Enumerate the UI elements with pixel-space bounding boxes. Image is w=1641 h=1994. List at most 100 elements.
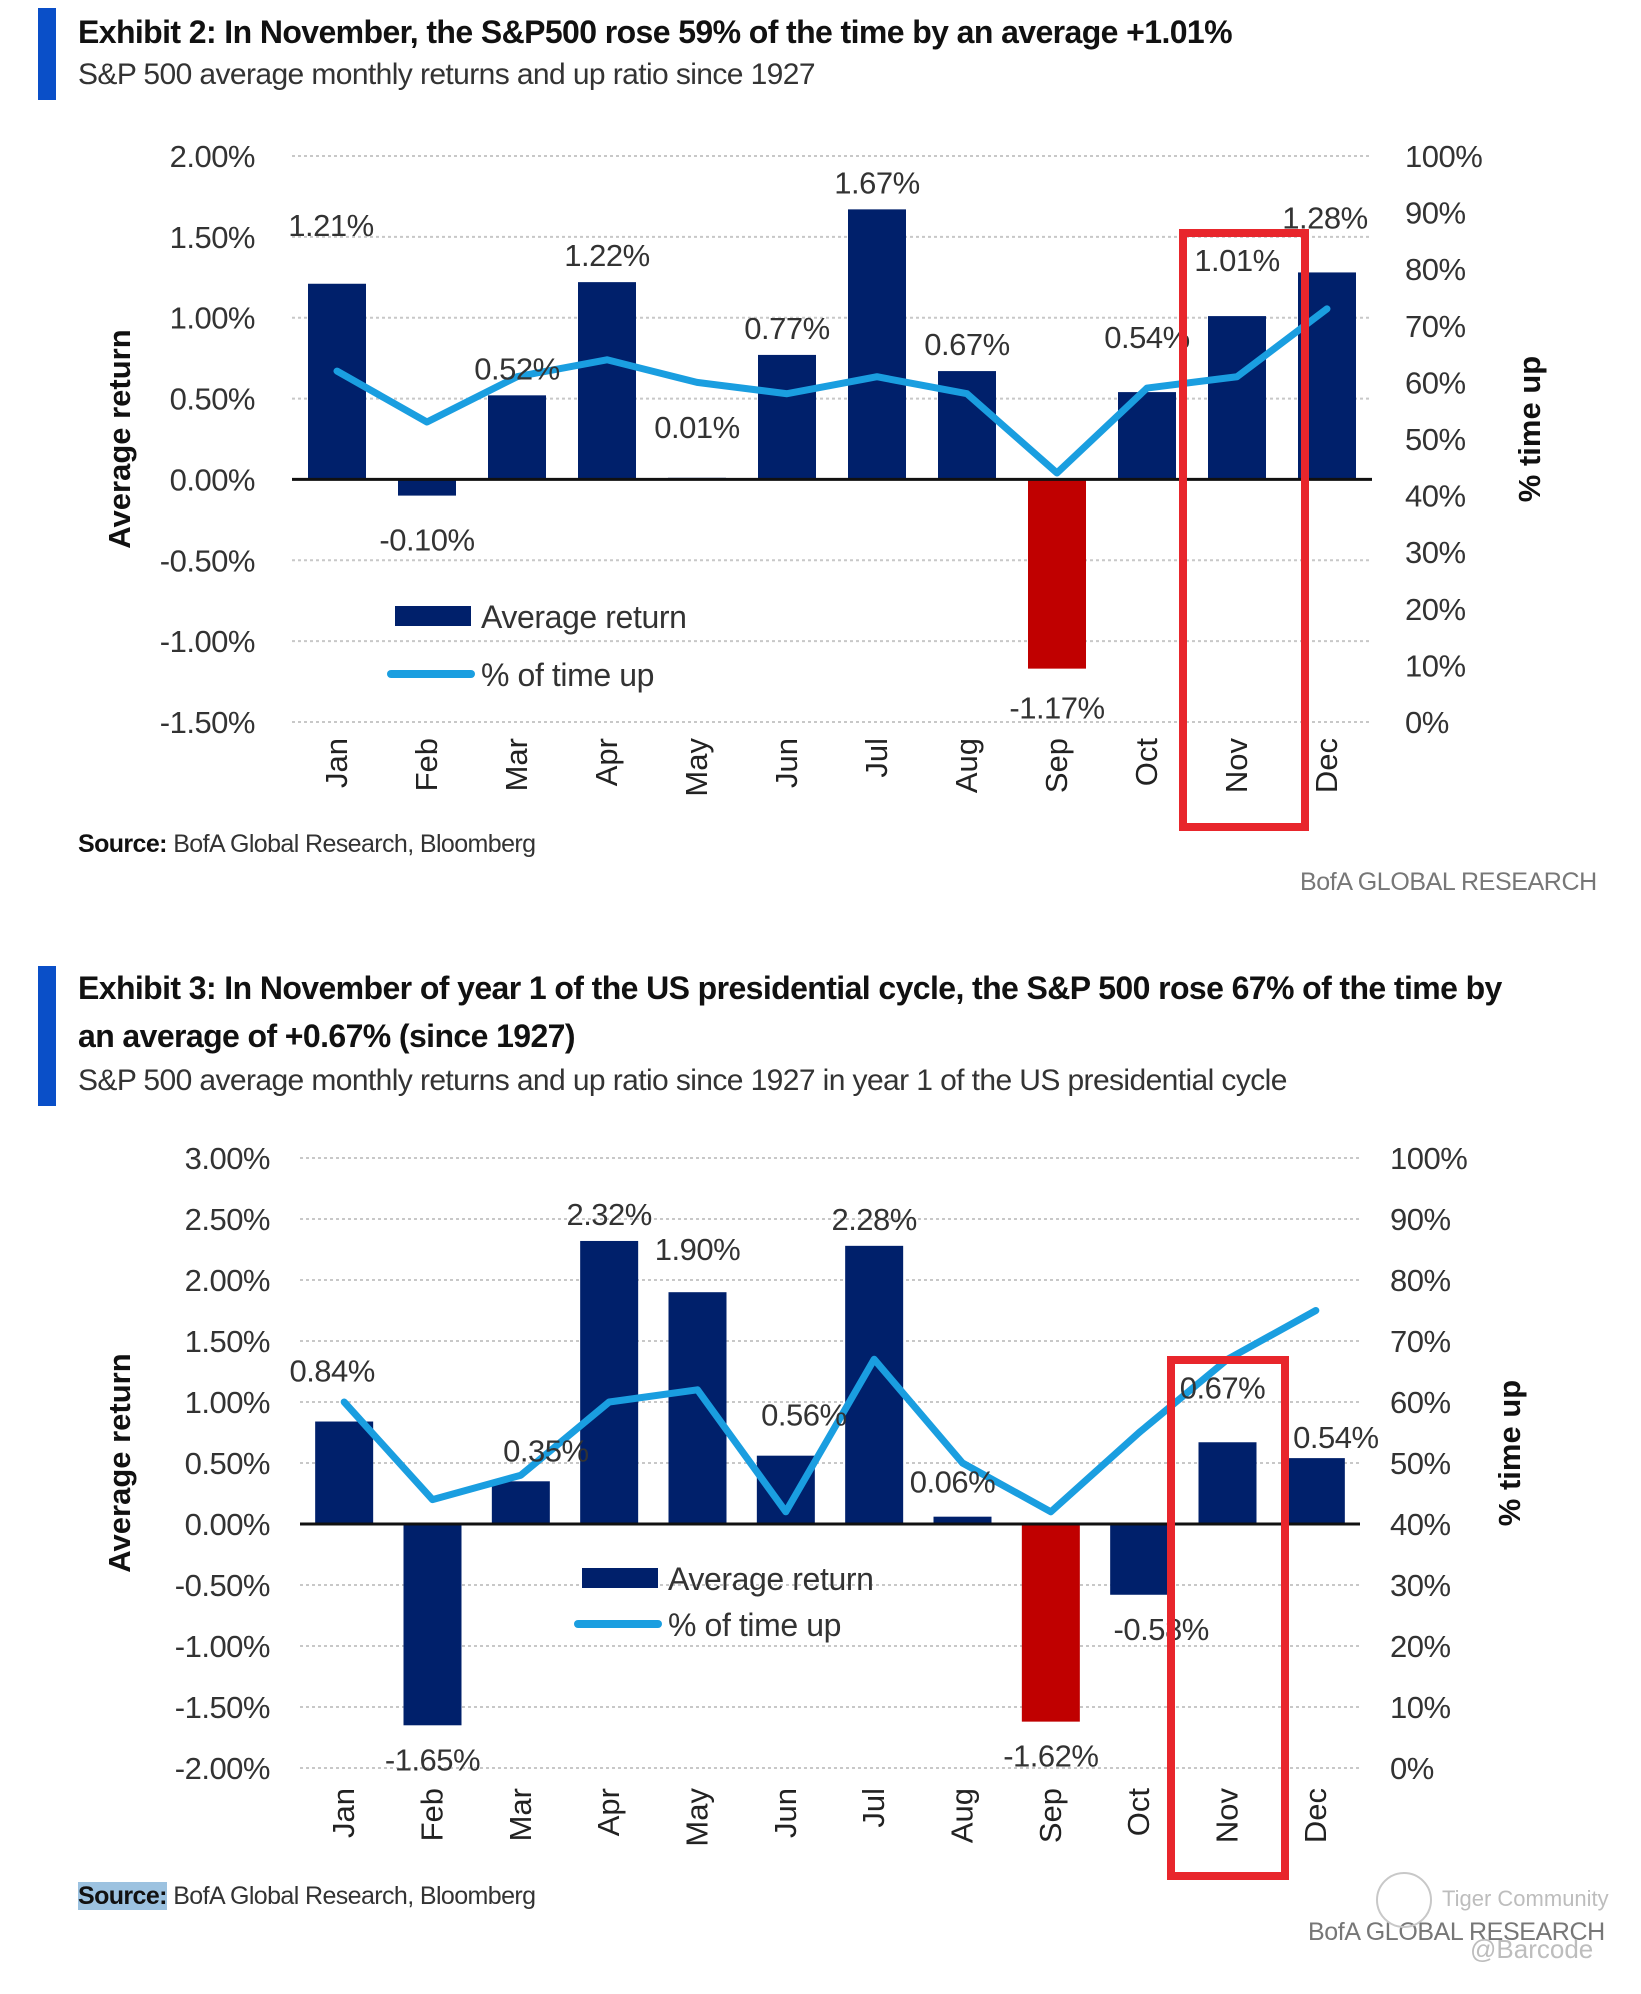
y-right-tick-label: 0% (1405, 705, 1449, 740)
bar-jun (758, 354, 816, 480)
y-tick-label: -1.50% (175, 1690, 270, 1725)
y-right-axis-title: % time up (1492, 1380, 1527, 1526)
y-right-tick-label: 10% (1390, 1690, 1451, 1725)
data-label: 0.67% (924, 327, 1009, 362)
bar-jul (848, 209, 906, 480)
data-label: 0.01% (654, 410, 739, 445)
y-tick-label: 1.50% (170, 220, 255, 255)
y-right-tick-label: 0% (1390, 1751, 1434, 1786)
y-right-tick-label: 60% (1405, 365, 1466, 400)
x-tick-label: Nov (1210, 1788, 1245, 1844)
y-tick-label: 0.50% (170, 382, 255, 417)
y-right-tick-label: 10% (1405, 648, 1466, 683)
y-tick-label: 2.50% (185, 1202, 270, 1237)
data-label: 1.67% (834, 165, 919, 200)
chart-exhibit-2: 2.00% 1.50% 1.00% 0.50% 0.00% -0.50% -1.00% -1.… (102, 139, 1547, 831)
y-tick-label: 2.00% (170, 139, 255, 174)
brand-label: BofA GLOBAL RESEARCH (1308, 1918, 1605, 1946)
y-tick-label: 3.00% (185, 1141, 270, 1176)
y-tick-label: -2.00% (175, 1751, 270, 1786)
bar-feb (398, 479, 456, 496)
watermark-community: Tiger Community (1442, 1886, 1609, 1911)
y-right-tick-label: 90% (1390, 1202, 1451, 1237)
bar-apr (578, 282, 636, 480)
legend-bar-swatch (395, 606, 471, 626)
y-tick-label: -1.00% (160, 624, 255, 659)
x-tick-label: Jul (856, 1788, 891, 1828)
legend-label-average-return: Average return (668, 1561, 874, 1597)
bar-jan (315, 1421, 374, 1524)
y-right-tick-label: 60% (1390, 1385, 1451, 1420)
bar-dec (1286, 1458, 1345, 1524)
legend-label-pct-time-up: % of time up (481, 657, 654, 693)
data-label: -0.58% (1114, 1612, 1209, 1647)
x-tick-label: Mar (503, 1788, 538, 1841)
x-tick-label: Jun (769, 738, 804, 788)
data-label: -1.62% (1003, 1739, 1098, 1774)
y-tick-label: 2.00% (185, 1263, 270, 1298)
y-tick-label: -0.50% (175, 1568, 270, 1603)
y-right-tick-label: 90% (1405, 196, 1466, 231)
y-tick-label: -0.50% (160, 543, 255, 578)
bar-apr (580, 1240, 639, 1524)
legend-label-pct-time-up: % of time up (668, 1607, 841, 1643)
y-axis-title: Average return (102, 329, 137, 548)
x-tick-label: Feb (409, 738, 444, 791)
source-text: BofA Global Research, Bloomberg (166, 1882, 536, 1910)
legend-label-average-return: Average return (481, 599, 687, 635)
x-tick-label: Sep (1033, 1788, 1068, 1843)
data-label: 1.22% (564, 238, 649, 273)
brand-label: BofA GLOBAL RESEARCH (1300, 868, 1597, 896)
data-label: 1.90% (655, 1232, 740, 1267)
y-right-tick-label: 100% (1390, 1141, 1467, 1176)
x-tick-label: Feb (415, 1788, 450, 1841)
y-right-tick-label: 40% (1390, 1507, 1451, 1542)
pct-time-up-line (333, 305, 1331, 477)
watermark-logo-icon (1376, 1872, 1432, 1928)
data-label: 2.28% (831, 1202, 916, 1237)
bar-feb (403, 1524, 462, 1726)
data-label: -1.65% (385, 1742, 480, 1777)
x-tick-label: Apr (589, 738, 624, 786)
y-tick-label: 1.00% (185, 1385, 270, 1420)
bar-sep (1021, 1524, 1080, 1722)
bar-nov (1208, 316, 1266, 480)
data-label: 0.67% (1180, 1370, 1265, 1405)
data-label: 1.01% (1194, 243, 1279, 278)
x-tick-label: Dec (1309, 738, 1344, 793)
x-tick-label: Apr (591, 1788, 626, 1836)
x-tick-label: May (679, 738, 714, 797)
y-axis-title: Average return (102, 1353, 137, 1572)
bar-may (668, 1292, 727, 1524)
watermark-handle: @Barcode (1470, 1934, 1594, 1964)
exhibit-title: Exhibit 2: In November, the S&P500 rose … (78, 14, 1233, 50)
y-right-tick-label: 20% (1390, 1629, 1451, 1664)
pct-time-up-line (340, 1307, 1320, 1516)
bar-mar (491, 1481, 550, 1524)
data-label: 0.35% (503, 1433, 588, 1468)
legend-bar-swatch (582, 1568, 658, 1588)
y-tick-label: 0.00% (185, 1507, 270, 1542)
data-label: 0.77% (744, 311, 829, 346)
y-right-axis-title: % time up (1512, 356, 1547, 502)
source-note: Source: BofA Global Research, Bloomberg (78, 1882, 536, 1911)
exhibit-accent-bar (38, 966, 56, 1106)
x-tick-label: Jul (859, 738, 894, 778)
exhibit-subtitle: S&P 500 average monthly returns and up r… (78, 1064, 1287, 1097)
y-right-tick-label: 70% (1405, 309, 1466, 344)
x-tick-label: Jan (319, 738, 354, 788)
x-tick-label: Aug (945, 1788, 980, 1843)
bar-sep (1028, 479, 1086, 669)
y-right-tick-label: 30% (1405, 535, 1466, 570)
x-tick-label: Mar (499, 738, 534, 791)
data-label: 0.54% (1293, 1420, 1378, 1455)
y-tick-label: 1.50% (185, 1324, 270, 1359)
exhibit-2: Exhibit 2: In November, the S&P500 rose … (0, 0, 1641, 900)
y-tick-label: -1.00% (175, 1629, 270, 1664)
source-note: Source: BofA Global Research, Bloomberg (78, 830, 536, 859)
data-label: 1.21% (288, 208, 373, 243)
exhibit-title-line1: Exhibit 3: In November of year 1 of the … (78, 970, 1502, 1006)
bar-mar (488, 395, 546, 480)
